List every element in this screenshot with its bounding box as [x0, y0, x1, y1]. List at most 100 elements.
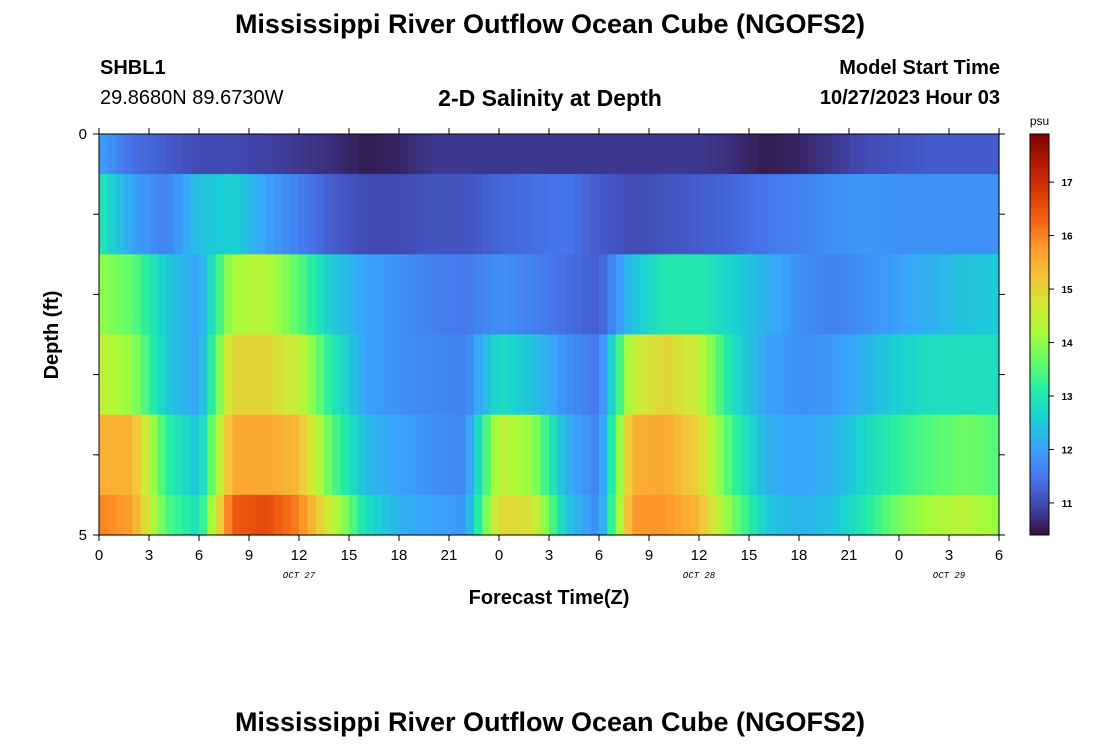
heatmap-cell — [665, 254, 675, 336]
heatmap-cell — [290, 174, 300, 255]
heatmap-cell — [424, 134, 433, 175]
heatmap-cell — [465, 174, 475, 255]
heatmap-cell — [840, 134, 850, 175]
heatmap-cell — [924, 334, 933, 416]
footer-title: Mississippi River Outflow Ocean Cube (NG… — [234, 707, 866, 737]
heatmap-cell — [532, 254, 542, 336]
heatmap-cell — [257, 174, 267, 255]
heatmap-cell — [99, 174, 108, 255]
heatmap-cell — [290, 494, 300, 536]
heatmap-cell — [657, 134, 667, 175]
heatmap-cell — [665, 134, 675, 175]
y-axis-label: Depth (ft) — [41, 291, 63, 380]
heatmap-cell — [607, 134, 617, 175]
heatmap-cell — [765, 334, 775, 416]
heatmap-cell — [299, 334, 308, 416]
heatmap-cell — [215, 414, 225, 496]
heatmap-cell — [257, 334, 267, 416]
heatmap-cell — [132, 254, 142, 336]
heatmap-cell — [440, 174, 450, 255]
heatmap-cell — [515, 334, 525, 416]
heatmap-cell — [607, 414, 617, 496]
heatmap-cell — [349, 174, 358, 255]
heatmap-cell — [457, 174, 467, 255]
heatmap-cell — [882, 174, 892, 255]
heatmap-cell — [899, 174, 908, 255]
chart-title: Mississippi River Outflow Ocean Cube (NG… — [234, 9, 866, 39]
heatmap-cell — [532, 334, 542, 416]
heatmap-cell — [599, 134, 608, 175]
heatmap-cell — [990, 134, 1000, 175]
heatmap-cell — [249, 334, 258, 416]
heatmap-cell — [682, 134, 692, 175]
heatmap-cell — [665, 494, 675, 536]
heatmap-cell — [599, 494, 608, 536]
heatmap-cell — [832, 174, 842, 255]
heatmap-cell — [757, 174, 767, 255]
heatmap-cell — [407, 174, 417, 255]
x-tick-label: 3 — [145, 547, 153, 564]
heatmap-cell — [449, 254, 458, 336]
heatmap-cell — [607, 254, 617, 336]
heatmap-cell — [107, 254, 117, 336]
heatmap-cell — [799, 254, 808, 336]
heatmap-cell — [682, 174, 692, 255]
heatmap-cell — [140, 414, 150, 496]
heatmap-cell — [665, 334, 675, 416]
heatmap-cell — [357, 494, 367, 536]
heatmap-cell — [624, 494, 633, 536]
heatmap-cell — [682, 334, 692, 416]
heatmap-cell — [174, 174, 183, 255]
heatmap-cell — [732, 334, 742, 416]
heatmap-cell — [474, 414, 483, 496]
heatmap-cell — [257, 254, 267, 336]
heatmap-cell — [282, 414, 292, 496]
heatmap-cell — [307, 414, 317, 496]
heatmap-cell — [574, 334, 583, 416]
heatmap-cell — [349, 494, 358, 536]
heatmap-cell — [290, 414, 300, 496]
heatmap-cell — [949, 174, 958, 255]
heatmap-cell — [157, 254, 167, 336]
colorbar-tick-label: 11 — [1062, 499, 1073, 510]
heatmap-cell — [699, 254, 708, 336]
heatmap-cell — [174, 134, 183, 175]
heatmap-cell — [557, 334, 567, 416]
heatmap-cell — [982, 174, 992, 255]
heatmap-cell — [807, 334, 817, 416]
heatmap-cell — [324, 414, 333, 496]
x-tick-label: 15 — [341, 547, 358, 564]
heatmap-cell — [115, 174, 125, 255]
heatmap-cell — [524, 254, 533, 336]
heatmap-cell — [607, 494, 617, 536]
heatmap-cell — [232, 334, 242, 416]
heatmap-cell — [549, 414, 558, 496]
heatmap-cell — [499, 494, 508, 536]
heatmap-cell — [740, 414, 750, 496]
heatmap-cell — [765, 174, 775, 255]
heatmap-cell — [840, 174, 850, 255]
date-label: OCT 28 — [683, 571, 716, 581]
heatmap-cell — [115, 494, 125, 536]
heatmap-cell — [665, 174, 675, 255]
heatmap-cell — [324, 134, 333, 175]
heatmap-cell — [615, 494, 625, 536]
heatmap-cell — [515, 414, 525, 496]
heatmap-cell — [832, 254, 842, 336]
heatmap-cell — [349, 334, 358, 416]
heatmap-cell — [532, 134, 542, 175]
heatmap-cell — [965, 254, 975, 336]
heatmap-cell — [374, 174, 383, 255]
heatmap-cell — [307, 174, 317, 255]
heatmap-cell — [157, 494, 167, 536]
heatmap-cell — [265, 174, 275, 255]
heatmap-cell — [107, 134, 117, 175]
heatmap-cell — [982, 334, 992, 416]
heatmap-cell — [299, 254, 308, 336]
heatmap-cell — [515, 134, 525, 175]
heatmap-cell — [507, 334, 517, 416]
heatmap-cell — [707, 494, 717, 536]
heatmap-cell — [849, 334, 858, 416]
heatmap-cell — [432, 254, 442, 336]
heatmap-cell — [632, 254, 642, 336]
